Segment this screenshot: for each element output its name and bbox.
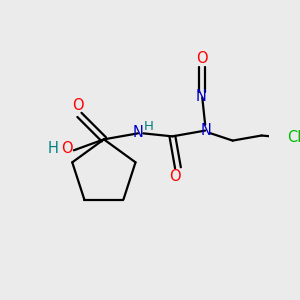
Text: O: O: [72, 98, 84, 113]
Text: O: O: [169, 169, 181, 184]
Text: H: H: [144, 120, 154, 133]
Text: O: O: [61, 141, 73, 156]
Text: N: N: [200, 123, 211, 138]
Text: N: N: [196, 89, 206, 104]
Text: N: N: [133, 125, 143, 140]
Text: H: H: [48, 141, 59, 156]
Text: Cl: Cl: [287, 130, 300, 145]
Text: O: O: [196, 51, 208, 66]
